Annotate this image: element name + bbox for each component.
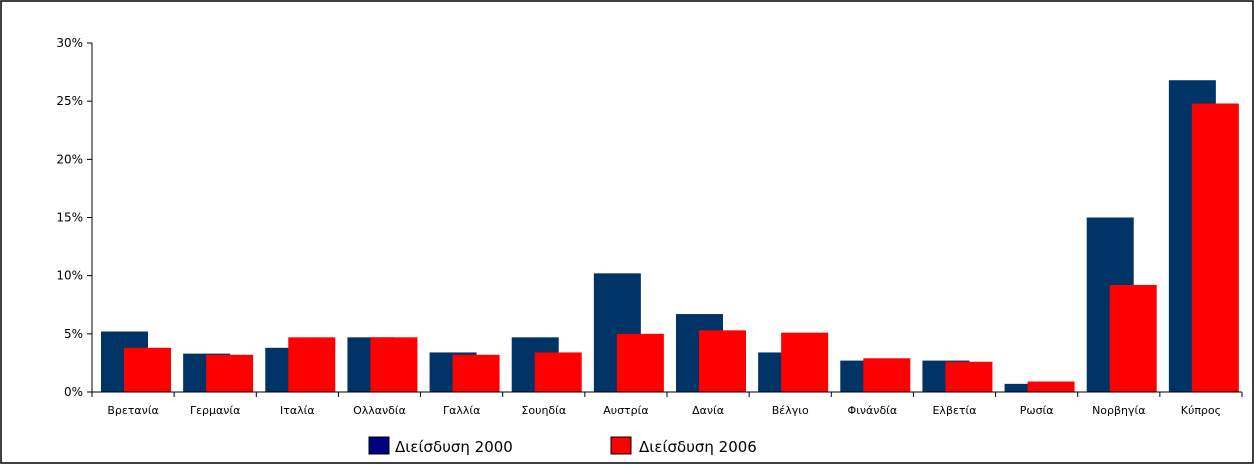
x-tick-label: Ολλανδία: [353, 404, 406, 417]
bar-2006-13: [1109, 284, 1157, 392]
x-tick-label: Σουηδία: [521, 404, 566, 417]
y-tick-label: 10%: [56, 269, 83, 283]
legend: Διείσδυση 2000 Διείσδυση 2006: [368, 436, 757, 456]
bar-2006-2: [206, 354, 254, 392]
legend-swatch: [368, 436, 390, 455]
bar-2006-10: [863, 358, 911, 392]
x-tick-label: Γερμανία: [190, 404, 240, 417]
y-tick-label: 20%: [56, 152, 83, 166]
x-tick-label: Ρωσία: [1020, 404, 1054, 417]
legend-label: Διείσδυση 2006: [639, 438, 757, 456]
x-tick-label: Δανία: [692, 404, 724, 417]
bar-2006-9: [781, 332, 829, 392]
bar-2006-11: [945, 361, 993, 392]
bars-layer: [101, 80, 1239, 392]
y-tick-label: 15%: [56, 211, 83, 225]
x-tick-label: Αυστρία: [603, 404, 648, 417]
bar-2006-7: [616, 333, 664, 392]
y-tick-label: 30%: [56, 36, 83, 50]
bar-2006-1: [124, 347, 171, 392]
x-tick-label: Βέλγιο: [772, 404, 809, 417]
x-tick-label: Γαλλία: [443, 404, 480, 417]
x-tick-label: Ελβετία: [932, 404, 976, 417]
y-tick-label: 25%: [56, 94, 83, 108]
y-tick-label: 5%: [64, 327, 83, 341]
bar-2006-3: [288, 337, 336, 392]
x-tick-label: Φινάνδία: [848, 404, 898, 417]
bar-2006-5: [452, 354, 500, 392]
axes-layer: 0% 5% 10% 15% 20% 25% 30% Βρετανία Γερμανία Ιταλί…: [56, 36, 1243, 417]
bar-2006-4: [370, 337, 418, 392]
x-tick-label: Βρετανία: [107, 404, 158, 417]
bar-2006-6: [534, 352, 582, 392]
x-tick-label: Κύπρος: [1181, 404, 1221, 417]
x-tick-label: Νορβηγία: [1092, 404, 1145, 417]
x-tick-label: Ιταλία: [280, 404, 315, 417]
bar-2006-8: [699, 330, 746, 392]
bar-2006-12: [1027, 381, 1075, 392]
bar-2006-14: [1191, 103, 1239, 392]
legend-swatch: [610, 436, 632, 455]
legend-label: Διείσδυση 2000: [395, 438, 513, 456]
y-tick-label: 0%: [64, 385, 83, 399]
